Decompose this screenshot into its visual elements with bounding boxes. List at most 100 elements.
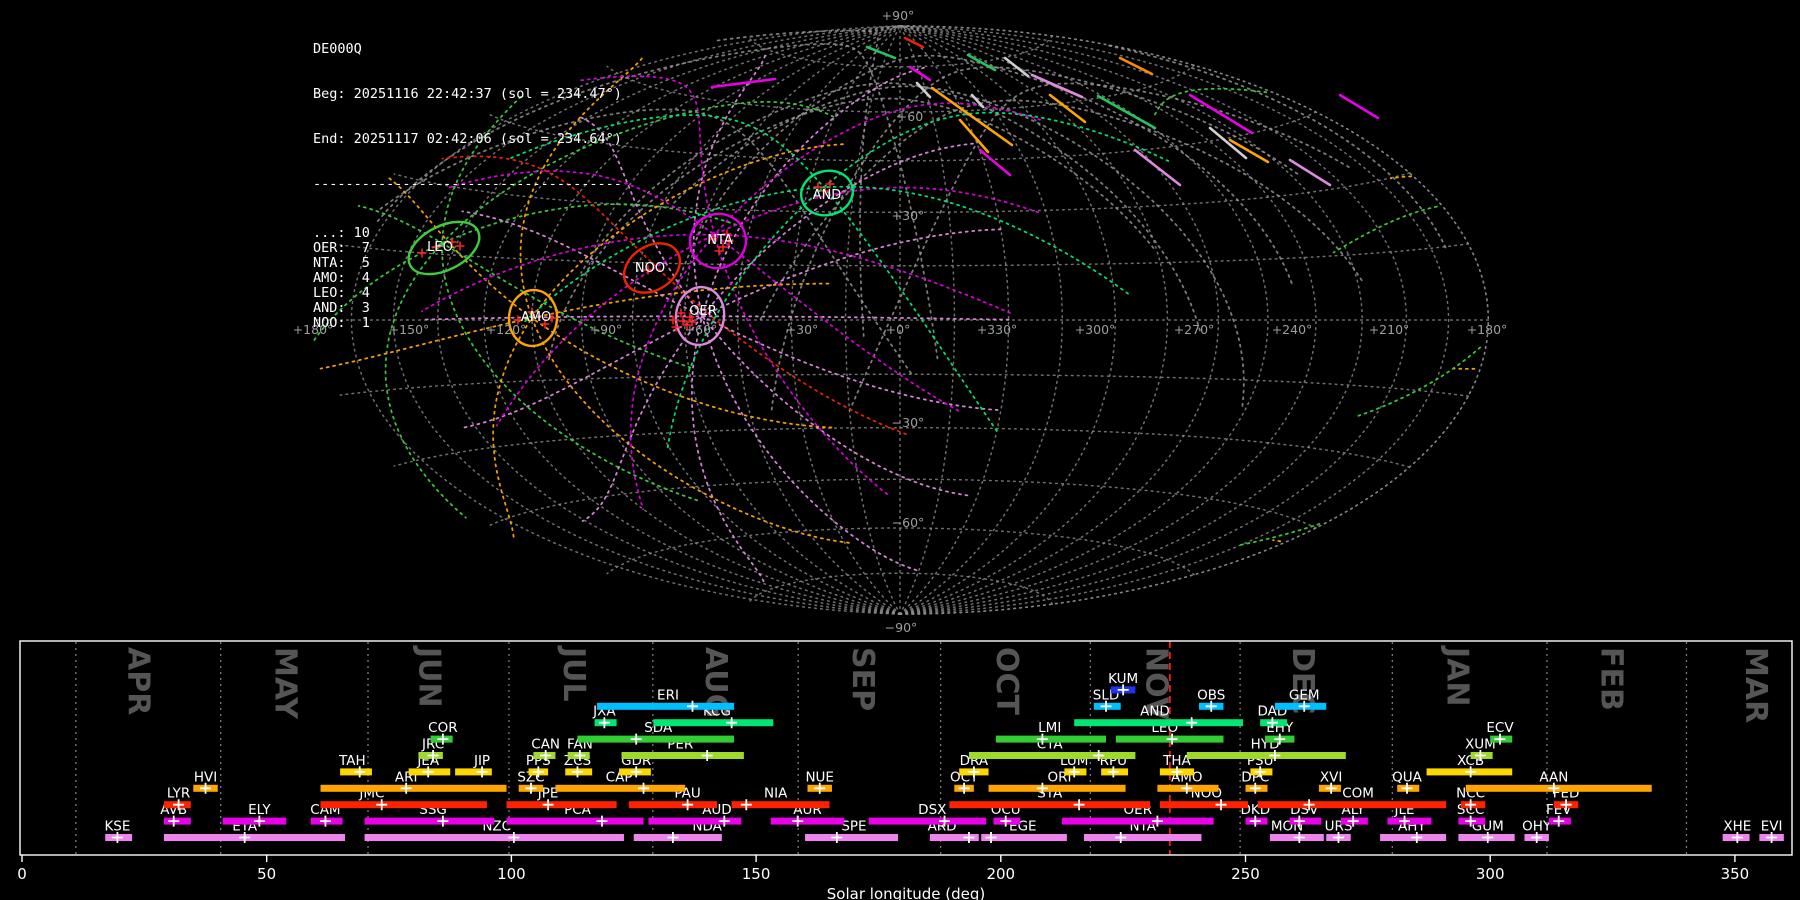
peak-marker-SPE	[831, 832, 843, 843]
peak-marker-JEA	[422, 766, 434, 778]
timeline-bar-ETA	[163, 834, 346, 841]
radiant-marker	[825, 179, 835, 189]
radiant-marker	[547, 313, 557, 323]
timeline-bar-ORI	[988, 784, 1126, 792]
timeline-bar-NIA	[731, 801, 830, 809]
peak-marker-PER	[701, 750, 713, 761]
timeline-bar-ARI	[320, 784, 507, 792]
peak-marker-SZC	[525, 782, 537, 794]
peak-marker-FEV	[1553, 815, 1565, 827]
shower-ellipse-AND	[800, 169, 854, 217]
peak-marker-LEO	[1166, 733, 1178, 745]
lon-label: +0°	[886, 322, 911, 337]
month-label-JUL: JUL	[556, 645, 591, 702]
peak-marker-HYD	[1269, 750, 1281, 761]
lat-label: +60	[897, 109, 923, 124]
lat-label: −60°	[892, 515, 925, 530]
peak-marker-KSE	[111, 832, 123, 843]
parallel-line	[485, 478, 1317, 529]
shower-label-NTA: NTA	[707, 233, 733, 248]
meteor-trail	[691, 66, 925, 587]
peak-marker-PAU	[682, 799, 694, 811]
shower-count-list: ...: 10 OER: 7 NTA: 5 AMO: 4 LEO: 4 AND: 3 NOO…	[313, 226, 622, 331]
meteor-segment	[1288, 158, 1332, 187]
x-axis-label: Solar longitude (deg)	[827, 885, 985, 900]
peak-marker-DAD	[1266, 717, 1278, 729]
radiant-marker	[708, 234, 718, 244]
timeline-bar-PCA	[506, 817, 644, 825]
peak-marker-ALY	[1347, 815, 1359, 827]
bar-label-AAN: AAN	[1539, 769, 1568, 785]
peak-marker-ARD	[963, 832, 975, 843]
peak-marker-SSG	[437, 815, 449, 827]
lon-label: +120°	[486, 322, 527, 337]
radiant-marker	[676, 308, 686, 318]
timeline-bar-CTA	[968, 752, 1136, 759]
bar-label-DSX: DSX	[918, 802, 946, 818]
meteor-trail	[376, 42, 939, 360]
radiant-marker	[455, 241, 465, 251]
peak-marker-GEM	[1298, 700, 1310, 712]
meteor-segment	[930, 86, 1014, 147]
bar-label-COR: COR	[428, 720, 457, 736]
meteor-trail	[495, 186, 1039, 427]
bar-label-XHE: XHE	[1723, 819, 1751, 835]
bar-label-TAH: TAH	[338, 753, 366, 769]
bar-label-OBS: OBS	[1197, 687, 1225, 703]
peak-marker-NUE	[814, 782, 826, 794]
timeline-bar-JIP	[455, 768, 492, 776]
radiant-marker	[447, 237, 457, 247]
timeline-bar-JMC	[320, 801, 487, 809]
peak-marker-DKD	[1249, 815, 1261, 827]
lon-label: +150°	[389, 322, 430, 337]
timeline-bar-NZC	[364, 834, 624, 841]
lat-label: +90°	[882, 8, 915, 23]
peak-marker-FED	[1560, 799, 1572, 811]
meteor-trail	[629, 102, 1042, 511]
timeline-bar-CAP	[555, 784, 686, 792]
bar-label-THA: THA	[1162, 753, 1191, 769]
shower-label-AND: AND	[813, 188, 842, 203]
meteor-segment	[970, 93, 985, 109]
peak-marker-NCC	[1465, 799, 1477, 811]
peak-marker-COR	[437, 733, 449, 745]
bar-label-JIP: JIP	[473, 753, 490, 769]
peak-marker-CAM	[319, 815, 331, 827]
peak-marker-JXA	[598, 717, 610, 729]
peak-marker-DRA	[968, 766, 980, 778]
parallel-line	[606, 527, 1195, 576]
bar-label-QUA: QUA	[1392, 769, 1423, 785]
shower-ellipse-NOO	[622, 242, 682, 294]
meteor-trail	[848, 82, 1350, 412]
shower-count-...: ...: 10	[313, 225, 370, 241]
shower-ellipse-AMO	[507, 288, 559, 348]
meteor-trail	[713, 29, 1448, 337]
bar-label-KSE: KSE	[104, 819, 130, 835]
radiant-marker	[724, 236, 734, 246]
peak-marker-MON	[1293, 832, 1305, 843]
timeline-bar-AND	[1074, 719, 1244, 727]
radiant-marker	[671, 322, 681, 332]
lon-label: +180°	[1467, 322, 1508, 337]
peak-marker-AVB	[168, 815, 180, 827]
peak-marker-XCB	[1465, 766, 1477, 778]
peak-marker-OER	[1151, 815, 1163, 827]
radiant-marker	[722, 229, 732, 239]
meteor-segment	[1188, 93, 1254, 135]
meteor-trail	[357, 204, 1438, 369]
timeline-bar-PER	[621, 752, 744, 759]
meteor-trail	[388, 175, 1412, 429]
lat-label: +30°	[892, 208, 925, 223]
timeline-bar-HYD	[1186, 752, 1346, 759]
meteor-segment	[903, 36, 925, 49]
peak-marker-DPC	[1249, 782, 1261, 794]
peak-marker-NTA	[1115, 832, 1127, 843]
parallel-line	[335, 243, 1470, 267]
peak-marker-ELY	[253, 815, 265, 827]
timeline-bar-ARD	[929, 834, 979, 841]
month-label-MAY: MAY	[267, 647, 302, 720]
radiant-marker	[682, 320, 692, 330]
timeline-bar-JPE	[506, 801, 617, 809]
peak-marker-ORI	[1036, 782, 1048, 794]
meteor-segment	[1030, 73, 1084, 99]
